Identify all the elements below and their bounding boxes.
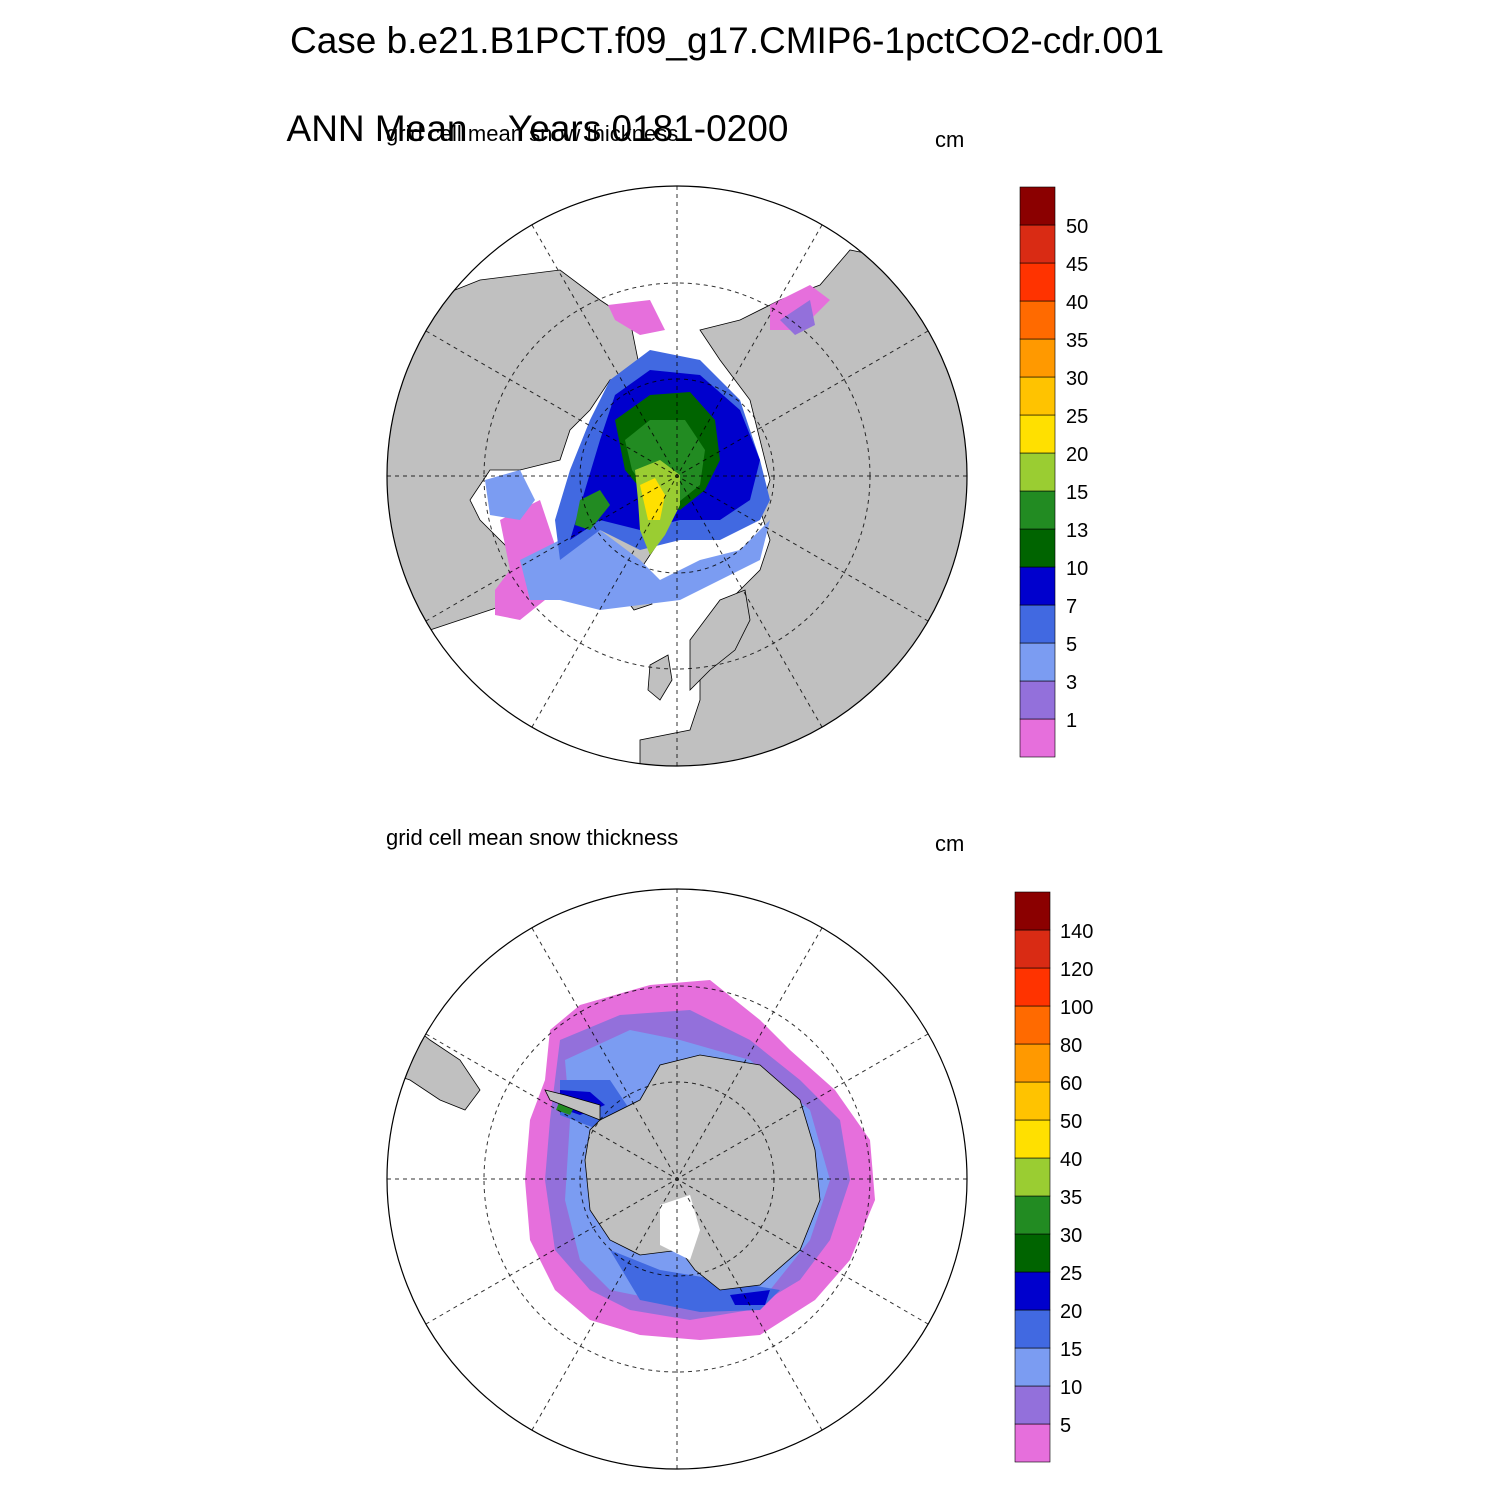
colorbar-tick-label: 10 — [1060, 1377, 1082, 1399]
nh-snow-band-10 — [575, 490, 610, 530]
colorbar-swatch — [1014, 1423, 1051, 1463]
colorbar-tick-label: 5 — [1066, 634, 1077, 656]
colorbar-tick-label: 1 — [1066, 710, 1077, 732]
colorbar-tick-label: 3 — [1066, 672, 1077, 694]
colorbar-tick-label: 15 — [1060, 1339, 1082, 1361]
colorbar-tick-label: 35 — [1060, 1187, 1082, 1209]
colorbar-swatch — [1019, 338, 1056, 378]
colorbar-swatch — [1019, 490, 1056, 530]
period-title: ANN Mean Years 0181-0200 — [268, 66, 789, 150]
colorbar-swatch — [1019, 680, 1056, 720]
colorbar-tick-label: 15 — [1066, 482, 1088, 504]
colorbar-swatch — [1019, 642, 1056, 682]
nh-snow-band-2 — [780, 300, 815, 335]
colorbar-swatch — [1019, 414, 1056, 454]
antarctica-land — [584, 1054, 821, 1291]
colorbar-swatch — [1019, 528, 1056, 568]
colorbar-swatch — [1019, 186, 1056, 226]
colorbar-swatch — [1019, 300, 1056, 340]
colorbar-tick-label: 45 — [1066, 254, 1088, 276]
colorbar-swatch — [1014, 1309, 1051, 1349]
colorbar-tick-label: 30 — [1066, 368, 1088, 390]
uk-land — [647, 654, 673, 701]
scandinavia-land — [689, 589, 751, 691]
nh-map-border — [386, 185, 968, 767]
colorbar-tick-label: 13 — [1066, 520, 1088, 542]
colorbar-tick-label: 40 — [1060, 1149, 1082, 1171]
colorbar-tick-label: 60 — [1060, 1073, 1082, 1095]
sh-graticule — [387, 889, 967, 1469]
colorbar-swatch — [1014, 1043, 1051, 1083]
colorbar-swatch — [1014, 1195, 1051, 1235]
antarctic-map — [386, 888, 968, 1470]
colorbar-tick-label: 30 — [1060, 1225, 1082, 1247]
colorbar-tick-label: 35 — [1066, 330, 1088, 352]
sh-subtitle: grid cell mean snow thickness — [386, 825, 679, 850]
colorbar-swatch — [1014, 929, 1051, 969]
colorbar-tick-label: 80 — [1060, 1035, 1082, 1057]
colorbar-tick-label: 20 — [1066, 444, 1088, 466]
nh-snow-band-9 — [640, 478, 665, 520]
sh-snow-band-5b — [730, 1290, 770, 1305]
north-america-land — [387, 269, 641, 641]
colorbar-swatch — [1014, 891, 1051, 931]
sh-units: cm — [935, 831, 965, 856]
arctic-map — [386, 185, 968, 767]
colorbar-tick-label: 50 — [1066, 216, 1088, 238]
colorbar-tick-label: 120 — [1060, 959, 1093, 981]
colorbar-swatch — [1014, 1081, 1051, 1121]
colorbar-swatch — [1019, 566, 1056, 606]
colorbar-tick-label: 20 — [1060, 1301, 1082, 1323]
sh-colorbar: 5 10 15 20 25 30 35 40 50 60 80 100 120 140 — [1014, 891, 1093, 1463]
nh-snow-band-3 — [485, 470, 535, 520]
nh-graticule — [387, 186, 967, 766]
colorbar-tick-label: 7 — [1066, 596, 1077, 618]
colorbar-swatch — [1014, 1271, 1051, 1311]
colorbar-tick-label: 140 — [1060, 921, 1093, 943]
case-title: Case b.e21.B1PCT.f09_g17.CMIP6-1pctCO2-c… — [290, 20, 1165, 61]
colorbar-tick-label: 100 — [1060, 997, 1093, 1019]
sh-map-border — [386, 888, 968, 1470]
ross-ice-shelf — [660, 1195, 700, 1260]
colorbar-swatch — [1014, 1347, 1051, 1387]
nh-snow-band-1b — [608, 300, 665, 335]
antarctic-peninsula-land — [544, 1089, 601, 1121]
colorbar-tick-label: 5 — [1060, 1415, 1071, 1437]
colorbar-swatch — [1014, 1119, 1051, 1159]
colorbar-swatch — [1014, 1233, 1051, 1273]
years-label: Years 0181-0200 — [507, 108, 789, 149]
colorbar-swatch — [1014, 967, 1051, 1007]
nh-subtitle: grid cell mean snow thickness — [386, 121, 679, 146]
colorbar-swatch — [1019, 224, 1056, 264]
colorbar-swatch — [1019, 376, 1056, 416]
colorbar-swatch — [1014, 1005, 1051, 1045]
nh-units: cm — [935, 127, 965, 152]
colorbar-swatch — [1014, 1157, 1051, 1197]
colorbar-swatch — [1019, 452, 1056, 492]
colorbar-tick-label: 25 — [1066, 406, 1088, 428]
period-label: ANN Mean — [286, 108, 468, 149]
colorbar-tick-label: 10 — [1066, 558, 1088, 580]
colorbar-tick-label: 40 — [1066, 292, 1088, 314]
colorbar-tick-label: 50 — [1060, 1111, 1082, 1133]
colorbar-swatch — [1019, 718, 1056, 758]
colorbar-swatch — [1019, 262, 1056, 302]
colorbar-swatch — [1019, 604, 1056, 644]
colorbar-swatch — [1014, 1385, 1051, 1425]
colorbar-tick-label: 25 — [1060, 1263, 1082, 1285]
